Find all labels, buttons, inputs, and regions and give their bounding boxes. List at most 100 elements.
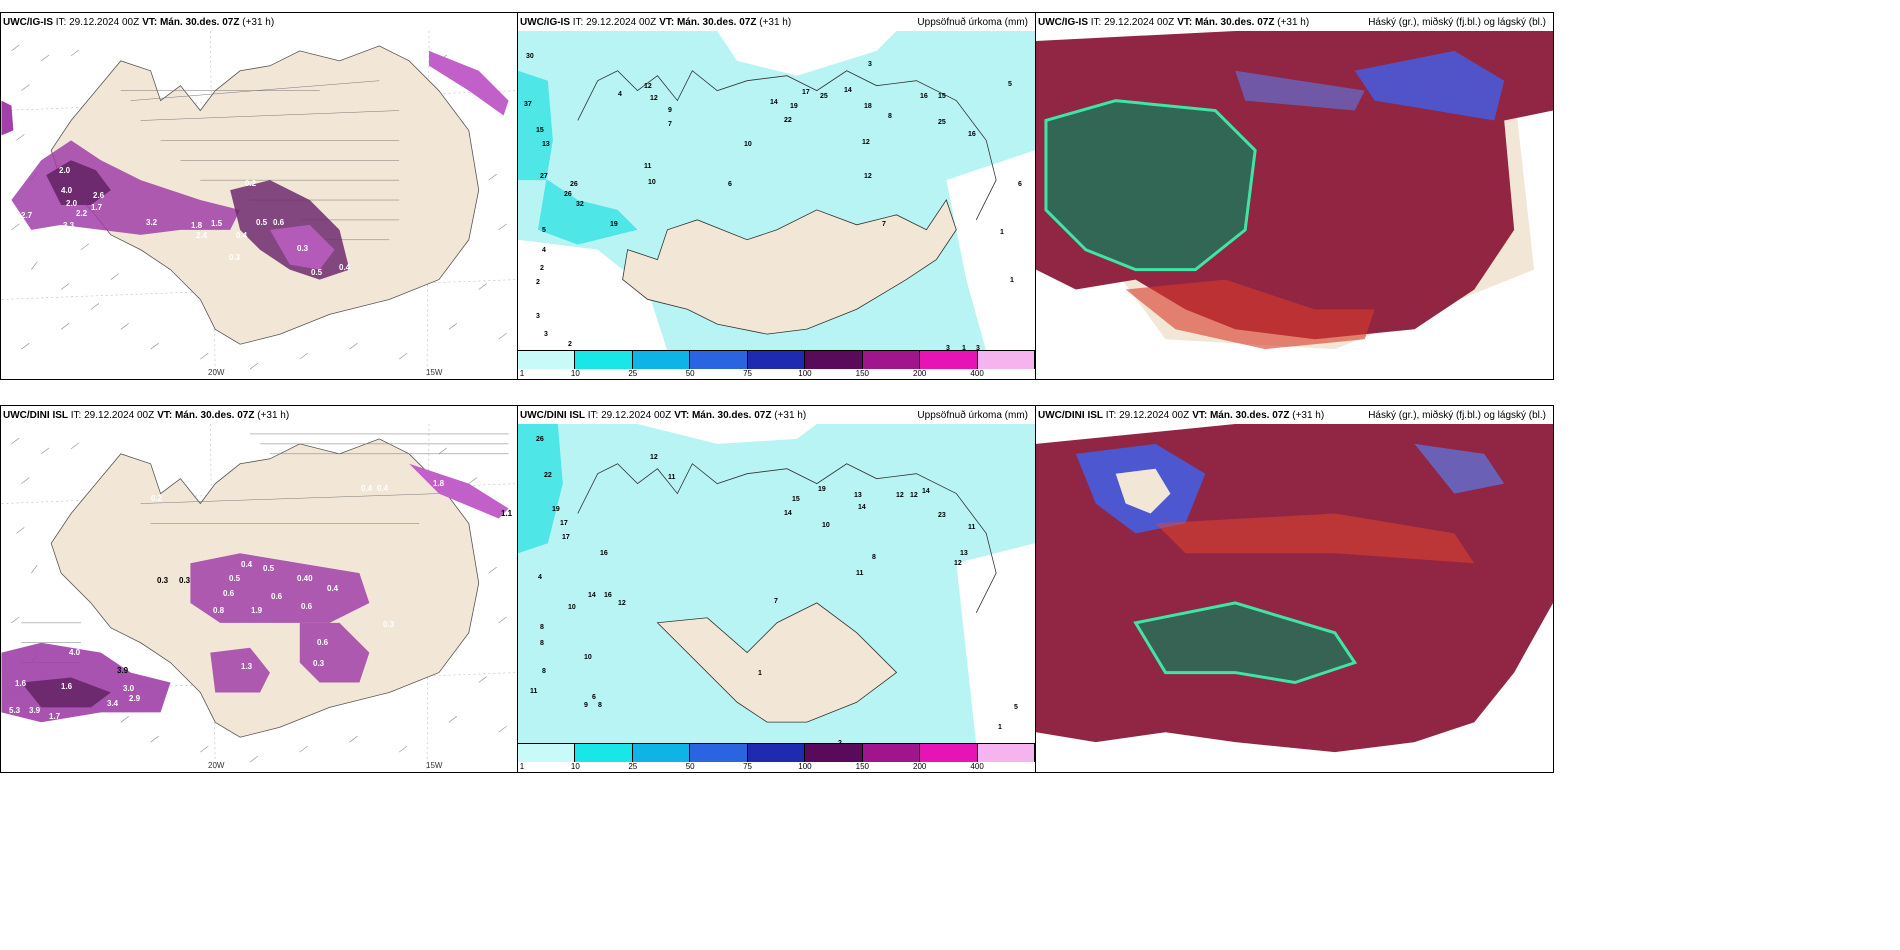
precip-label: 15 bbox=[536, 127, 544, 134]
panel-header: UWC/DINI ISL IT: 29.12.2024 00Z VT: Mán. … bbox=[3, 410, 290, 421]
panel-header: UWC/DINI ISL IT: 29.12.2024 00Z VT: Mán. … bbox=[520, 410, 1028, 421]
precip-label: 16 bbox=[600, 550, 608, 557]
snow-label: 0.5 bbox=[311, 268, 323, 277]
precip-label: 14 bbox=[844, 87, 852, 94]
precip-label: 7 bbox=[668, 121, 672, 128]
precip-label: 13 bbox=[854, 492, 862, 499]
snow-label: 0.40 bbox=[297, 574, 313, 583]
snow-label: 0.4 bbox=[339, 263, 351, 272]
panel-right-title: Uppsöfnuð úrkoma (mm) bbox=[917, 17, 1028, 28]
precip-label: 6 bbox=[592, 694, 596, 701]
precip-label: 14 bbox=[858, 504, 866, 511]
precip-label: 3 bbox=[544, 331, 548, 338]
heavy-precip-w bbox=[518, 424, 563, 554]
colorbar-tick: 25 bbox=[628, 762, 638, 771]
snow-labels: 2.0 4.0 2.6 2.0 1.7 2.7 3.3 2.2 3.2 1.8 … bbox=[1, 31, 517, 379]
precip-label: 26 bbox=[564, 191, 572, 198]
colorbar-bin bbox=[862, 351, 921, 369]
precip-label: 5 bbox=[1014, 704, 1018, 711]
colorbar-bin bbox=[632, 351, 691, 369]
dry-area-sw bbox=[518, 239, 668, 351]
snow-label: 1.6 bbox=[15, 679, 27, 688]
snow-label: 0.3 bbox=[179, 576, 191, 585]
precip-map-svg bbox=[518, 31, 1035, 351]
lon-label: 15W bbox=[426, 761, 443, 770]
snow-label: 0.5 bbox=[229, 574, 241, 583]
colorbar-bin bbox=[690, 351, 748, 369]
snow-label: 2.7 bbox=[21, 211, 33, 220]
precip-label: 4 bbox=[618, 91, 622, 98]
precip-label: 2 bbox=[536, 279, 540, 286]
precip-label: 8 bbox=[540, 640, 544, 647]
snow-label: 0.5 bbox=[256, 218, 268, 227]
snow-label: 2.9 bbox=[129, 694, 141, 703]
snow-label: 0.2 bbox=[151, 494, 163, 503]
panel-snow-dini: UWC/DINI ISL IT: 29.12.2024 00Z VT: Mán. … bbox=[0, 405, 518, 773]
panel-precip-dini: UWC/DINI ISL IT: 29.12.2024 00Z VT: Mán. … bbox=[517, 405, 1036, 773]
map-area[interactable]: 26 22 19 17 17 16 14 16 12 4 8 10 10 8 8… bbox=[518, 424, 1035, 751]
colorbar-tick: 200 bbox=[913, 762, 927, 771]
precip-label: 8 bbox=[540, 624, 544, 631]
panel-right-title: Uppsöfnuð úrkoma (mm) bbox=[917, 410, 1028, 421]
snow-label: 3.4 bbox=[107, 699, 119, 708]
precip-label: 1 bbox=[1000, 229, 1004, 236]
precip-label: 32 bbox=[576, 201, 584, 208]
panel-clouds-dini: UWC/DINI ISL IT: 29.12.2024 00Z VT: Mán. … bbox=[1035, 405, 1554, 773]
precip-label: 16 bbox=[968, 131, 976, 138]
panel-header: UWC/IG-IS IT: 29.12.2024 00Z VT: Mán. 30.… bbox=[520, 17, 1028, 28]
lon-label: 20W bbox=[208, 368, 225, 377]
colorbar-tick: 75 bbox=[743, 369, 752, 378]
lon-label: 20W bbox=[208, 761, 225, 770]
colorbar-tick: 10 bbox=[570, 762, 580, 771]
mid-cloud-s-edge bbox=[1133, 601, 1358, 685]
snow-label: 3.3 bbox=[63, 221, 75, 230]
snow-label: 3.0 bbox=[123, 684, 135, 693]
map-area[interactable] bbox=[1036, 31, 1553, 379]
colorbar-bin bbox=[690, 744, 748, 762]
precip-label: 10 bbox=[744, 141, 752, 148]
snow-label: 1.6 bbox=[61, 682, 73, 691]
snow-label: 4.0 bbox=[69, 648, 81, 657]
precip-label: 10 bbox=[568, 604, 576, 611]
map-area[interactable]: 30 37 15 13 27 26 26 32 19 5 4 2 2 3 3 2… bbox=[518, 31, 1035, 352]
mid-cloud bbox=[1045, 100, 1256, 270]
snow-label: 1.4 bbox=[91, 231, 103, 240]
precip-map-svg bbox=[518, 424, 1035, 744]
precip-label: 13 bbox=[960, 550, 968, 557]
colorbar-tick: 50 bbox=[685, 369, 695, 378]
precip-label: 8 bbox=[872, 554, 876, 561]
precip-label: 11 bbox=[644, 163, 652, 170]
snow-label: 0.6 bbox=[223, 589, 235, 598]
map-area[interactable]: 0.2 0.4 0.4 1.8 1.1 0.5 0.4 0.5 0.3 0.3 … bbox=[1, 424, 517, 772]
colorbar-bin bbox=[920, 744, 978, 762]
precip-label: 12 bbox=[954, 560, 962, 567]
colorbar-tick: 1 bbox=[519, 762, 525, 771]
dry-area-se bbox=[946, 150, 1035, 351]
panel-clouds-igis: UWC/IG-IS IT: 29.12.2024 00Z VT: Mán. 30.… bbox=[1035, 12, 1554, 380]
map-area[interactable] bbox=[1036, 424, 1553, 772]
snow-label: 0.3 bbox=[383, 620, 395, 629]
colorbar-ticks: 1 10 25 50 75 100 150 200 400 bbox=[518, 762, 1035, 772]
snow-label: 0.6 bbox=[317, 638, 329, 647]
precip-label: 25 bbox=[938, 119, 946, 126]
colorbar-bin bbox=[518, 351, 576, 369]
snow-core-sw bbox=[21, 677, 111, 708]
snow-label: 1.6 bbox=[69, 629, 81, 638]
colorbar-tick: 150 bbox=[855, 369, 869, 378]
precip-label: 14 bbox=[784, 510, 792, 517]
map-area[interactable]: 2.0 4.0 2.6 2.0 1.7 2.7 3.3 2.2 3.2 1.8 … bbox=[1, 31, 517, 379]
precip-label: 17 bbox=[802, 89, 810, 96]
snow-east-mid bbox=[269, 224, 335, 270]
coast-north bbox=[577, 463, 997, 613]
snow-label: 1.8 bbox=[191, 221, 203, 230]
snow-label: 0.2 bbox=[245, 179, 257, 188]
snow-label: 1.3 bbox=[241, 662, 253, 671]
colorbar-bin bbox=[862, 744, 921, 762]
red-low-band bbox=[1155, 513, 1475, 564]
panel-snow-igis: UWC/IG-IS IT: 29.12.2024 00Z VT: Mán. 30.… bbox=[0, 12, 518, 380]
snow-map-svg bbox=[1, 31, 517, 379]
precip-label: 11 bbox=[968, 524, 976, 531]
snow-west-edge bbox=[1, 100, 14, 136]
snow-label: 1.1 bbox=[501, 509, 513, 518]
precip-label: 14 bbox=[588, 592, 596, 599]
